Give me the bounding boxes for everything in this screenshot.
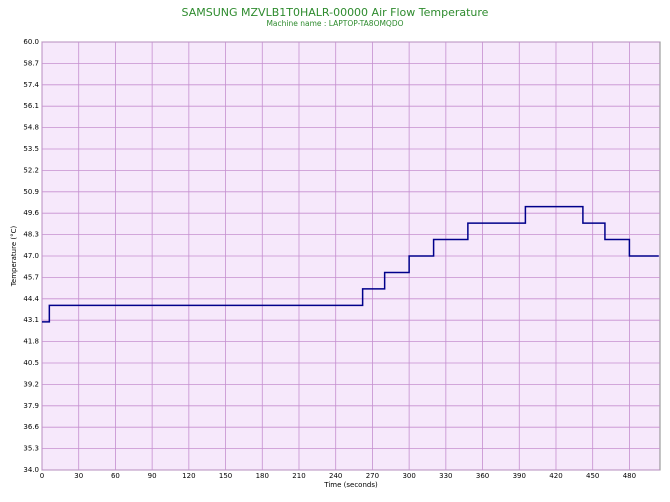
y-tick-label: 45.7 [23, 273, 39, 281]
x-axis-label: Time (seconds) [323, 481, 378, 489]
x-tick-label: 390 [513, 472, 526, 480]
x-tick-label: 480 [623, 472, 636, 480]
y-tick-label: 43.1 [23, 316, 39, 324]
y-tick-label: 49.6 [23, 209, 39, 217]
y-tick-label: 40.5 [23, 359, 39, 367]
y-axis-label: Temperature (°C) [10, 226, 18, 288]
y-tick-label: 39.2 [23, 380, 39, 388]
y-tick-label: 52.2 [23, 166, 39, 174]
x-tick-label: 120 [182, 472, 195, 480]
x-tick-label: 240 [329, 472, 342, 480]
y-tick-label: 53.5 [23, 145, 39, 153]
x-tick-label: 150 [219, 472, 232, 480]
x-tick-label: 0 [40, 472, 44, 480]
y-tick-label: 50.9 [23, 188, 39, 196]
x-tick-label: 60 [111, 472, 120, 480]
y-tick-label: 48.3 [23, 231, 39, 239]
x-tick-label: 330 [439, 472, 452, 480]
y-tick-label: 57.4 [23, 81, 39, 89]
x-tick-label: 30 [74, 472, 83, 480]
y-tick-label: 56.1 [23, 102, 39, 110]
x-tick-label: 90 [148, 472, 157, 480]
x-tick-label: 300 [402, 472, 415, 480]
y-tick-label: 35.3 [23, 445, 39, 453]
y-tick-label: 58.7 [23, 59, 39, 67]
x-tick-label: 420 [549, 472, 562, 480]
y-tick-label: 54.8 [23, 124, 39, 132]
x-tick-label: 180 [256, 472, 269, 480]
chart-subtitle: Machine name : LAPTOP-TA8OMQDO [266, 19, 403, 28]
chart-title: SAMSUNG MZVLB1T0HALR-00000 Air Flow Temp… [182, 6, 489, 19]
y-tick-label: 37.9 [23, 402, 39, 410]
x-tick-label: 270 [366, 472, 379, 480]
y-tick-label: 34.0 [23, 466, 39, 474]
y-tick-label: 44.4 [23, 295, 39, 303]
line [42, 205, 659, 323]
x-tick-label: 360 [476, 472, 489, 480]
y-tick-label: 36.6 [23, 423, 39, 431]
x-tick-label: 450 [586, 472, 599, 480]
y-tick-label: 47.0 [23, 252, 39, 260]
x-tick-label: 210 [292, 472, 305, 480]
y-tick-label: 60.0 [23, 38, 39, 46]
y-tick-label: 41.8 [23, 338, 39, 346]
